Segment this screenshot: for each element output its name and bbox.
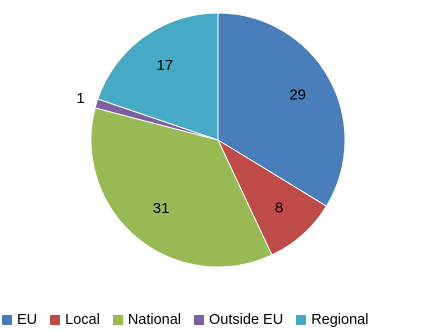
legend-swatch <box>296 315 307 325</box>
legend: EU Local National Outside EU Regional <box>0 311 428 329</box>
legend-swatch <box>194 315 205 325</box>
legend-swatch <box>112 315 123 325</box>
data-label-outside-eu: 1 <box>76 90 84 107</box>
pie-slice-national <box>90 107 273 268</box>
legend-item-eu: EU <box>2 312 37 328</box>
pie-slice-eu <box>217 12 346 207</box>
legend-label: Local <box>65 312 100 328</box>
legend-label: Outside EU <box>209 312 284 328</box>
legend-item-regional: Regional <box>296 312 368 328</box>
pie-slices <box>90 12 346 268</box>
data-label-eu: 29 <box>289 87 306 104</box>
data-label-local: 8 <box>275 200 283 217</box>
legend-label: EU <box>17 312 38 328</box>
legend-swatch <box>50 315 61 325</box>
legend-item-national: National <box>112 312 182 328</box>
legend-swatch <box>2 315 12 325</box>
pie-slice-regional <box>97 12 219 141</box>
legend-label: Regional <box>311 312 369 328</box>
pie-data-labels: 29 8 31 1 17 <box>76 57 306 217</box>
legend-item-outside-eu: Outside EU <box>194 312 283 328</box>
legend-item-local: Local <box>50 312 100 328</box>
data-label-national: 31 <box>153 200 170 217</box>
data-label-regional: 17 <box>156 57 173 74</box>
legend-label: National <box>127 312 182 328</box>
